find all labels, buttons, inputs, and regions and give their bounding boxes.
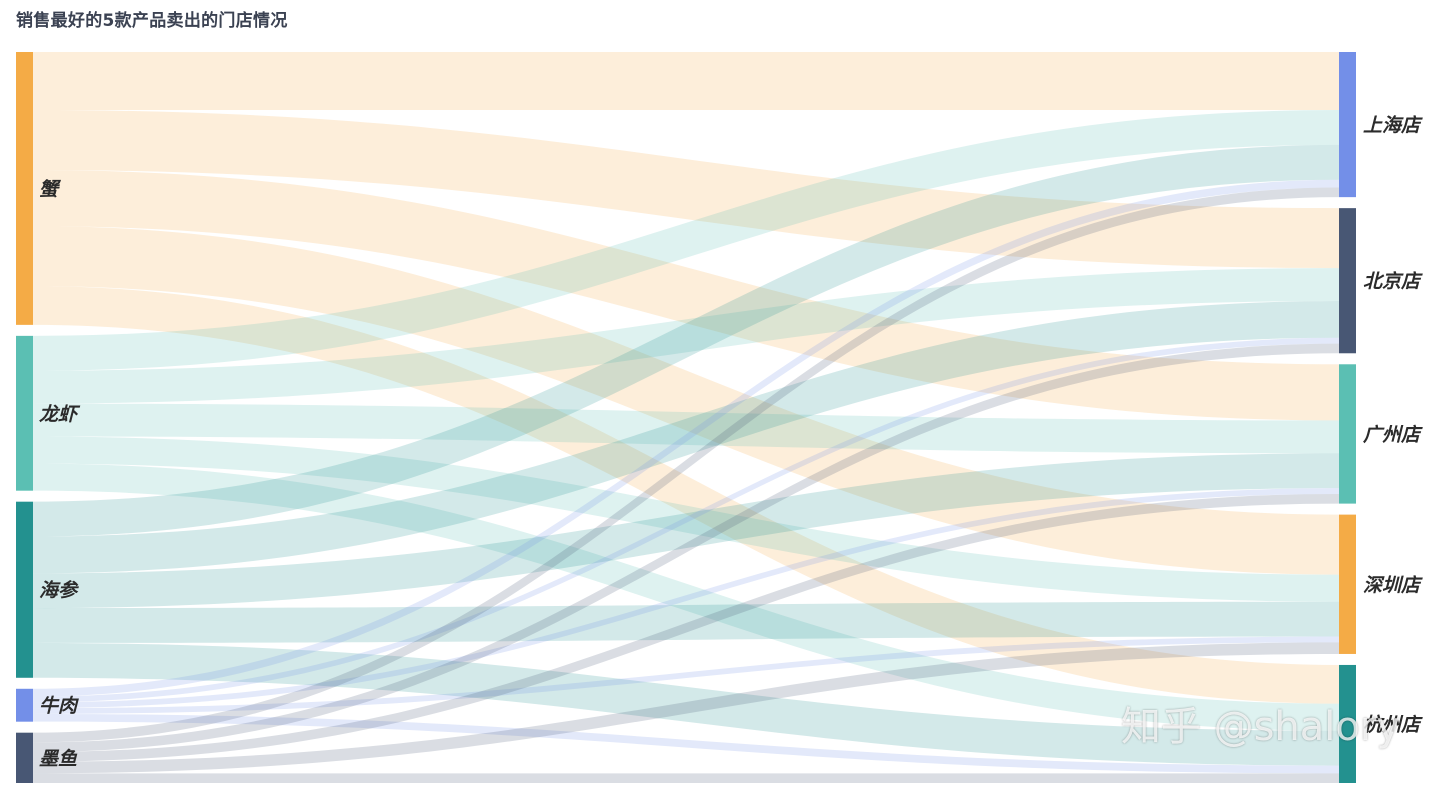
link-牛肉-杭州店[interactable] — [33, 713, 1339, 774]
source-node-3[interactable] — [16, 688, 33, 722]
links-layer — [33, 52, 1339, 783]
link-蟹-深圳店[interactable] — [33, 226, 1339, 575]
link-墨鱼-深圳店[interactable] — [33, 642, 1339, 774]
target-node-label-3: 深圳店 — [1363, 574, 1423, 596]
target-node-1[interactable] — [1339, 208, 1356, 354]
link-墨鱼-北京店[interactable] — [33, 343, 1339, 753]
source-node-label-0: 蟹 — [39, 178, 62, 200]
link-海参-广州店[interactable] — [33, 453, 1339, 609]
link-墨鱼-广州店[interactable] — [33, 493, 1339, 762]
watermark-text: 知乎 @shalory — [1120, 704, 1400, 750]
source-node-label-2: 海参 — [39, 580, 79, 602]
link-海参-北京店[interactable] — [33, 301, 1339, 574]
target-node-label-1: 北京店 — [1363, 271, 1423, 293]
link-龙虾-广州店[interactable] — [33, 403, 1339, 454]
target-node-label-4: 杭州店 — [1363, 714, 1423, 736]
source-node-4[interactable] — [16, 732, 33, 783]
target-node-4[interactable] — [1339, 664, 1356, 783]
link-海参-上海店[interactable] — [33, 144, 1339, 537]
link-墨鱼-杭州店[interactable] — [33, 773, 1339, 783]
link-蟹-广州店[interactable] — [33, 170, 1339, 421]
target-node-0[interactable] — [1339, 52, 1356, 198]
target-node-label-2: 广州店 — [1362, 424, 1423, 446]
link-牛肉-深圳店[interactable] — [33, 636, 1339, 714]
link-海参-深圳店[interactable] — [33, 601, 1339, 643]
source-node-2[interactable] — [16, 501, 33, 678]
link-蟹-北京店[interactable] — [33, 110, 1339, 269]
link-牛肉-北京店[interactable] — [33, 337, 1339, 703]
link-龙虾-北京店[interactable] — [33, 268, 1339, 404]
link-墨鱼-上海店[interactable] — [33, 187, 1339, 743]
target-node-3[interactable] — [1339, 514, 1356, 654]
link-蟹-杭州店[interactable] — [33, 286, 1339, 704]
source-node-1[interactable] — [16, 335, 33, 491]
link-蟹-上海店[interactable] — [33, 52, 1339, 111]
link-龙虾-杭州店[interactable] — [33, 463, 1339, 731]
link-牛肉-上海店[interactable] — [33, 179, 1339, 697]
chart-title: 销售最好的5款产品卖出的门店情况 — [16, 11, 288, 31]
source-node-label-1: 龙虾 — [39, 403, 81, 425]
link-龙虾-上海店[interactable] — [33, 110, 1339, 371]
link-龙虾-深圳店[interactable] — [33, 436, 1339, 602]
target-node-2[interactable] — [1339, 364, 1356, 504]
source-node-0[interactable] — [16, 52, 33, 325]
link-海参-杭州店[interactable] — [33, 642, 1339, 766]
link-牛肉-广州店[interactable] — [33, 488, 1339, 709]
target-node-label-0: 上海店 — [1363, 115, 1423, 137]
source-node-label-4: 墨鱼 — [39, 748, 78, 770]
source-node-label-3: 牛肉 — [39, 695, 79, 717]
